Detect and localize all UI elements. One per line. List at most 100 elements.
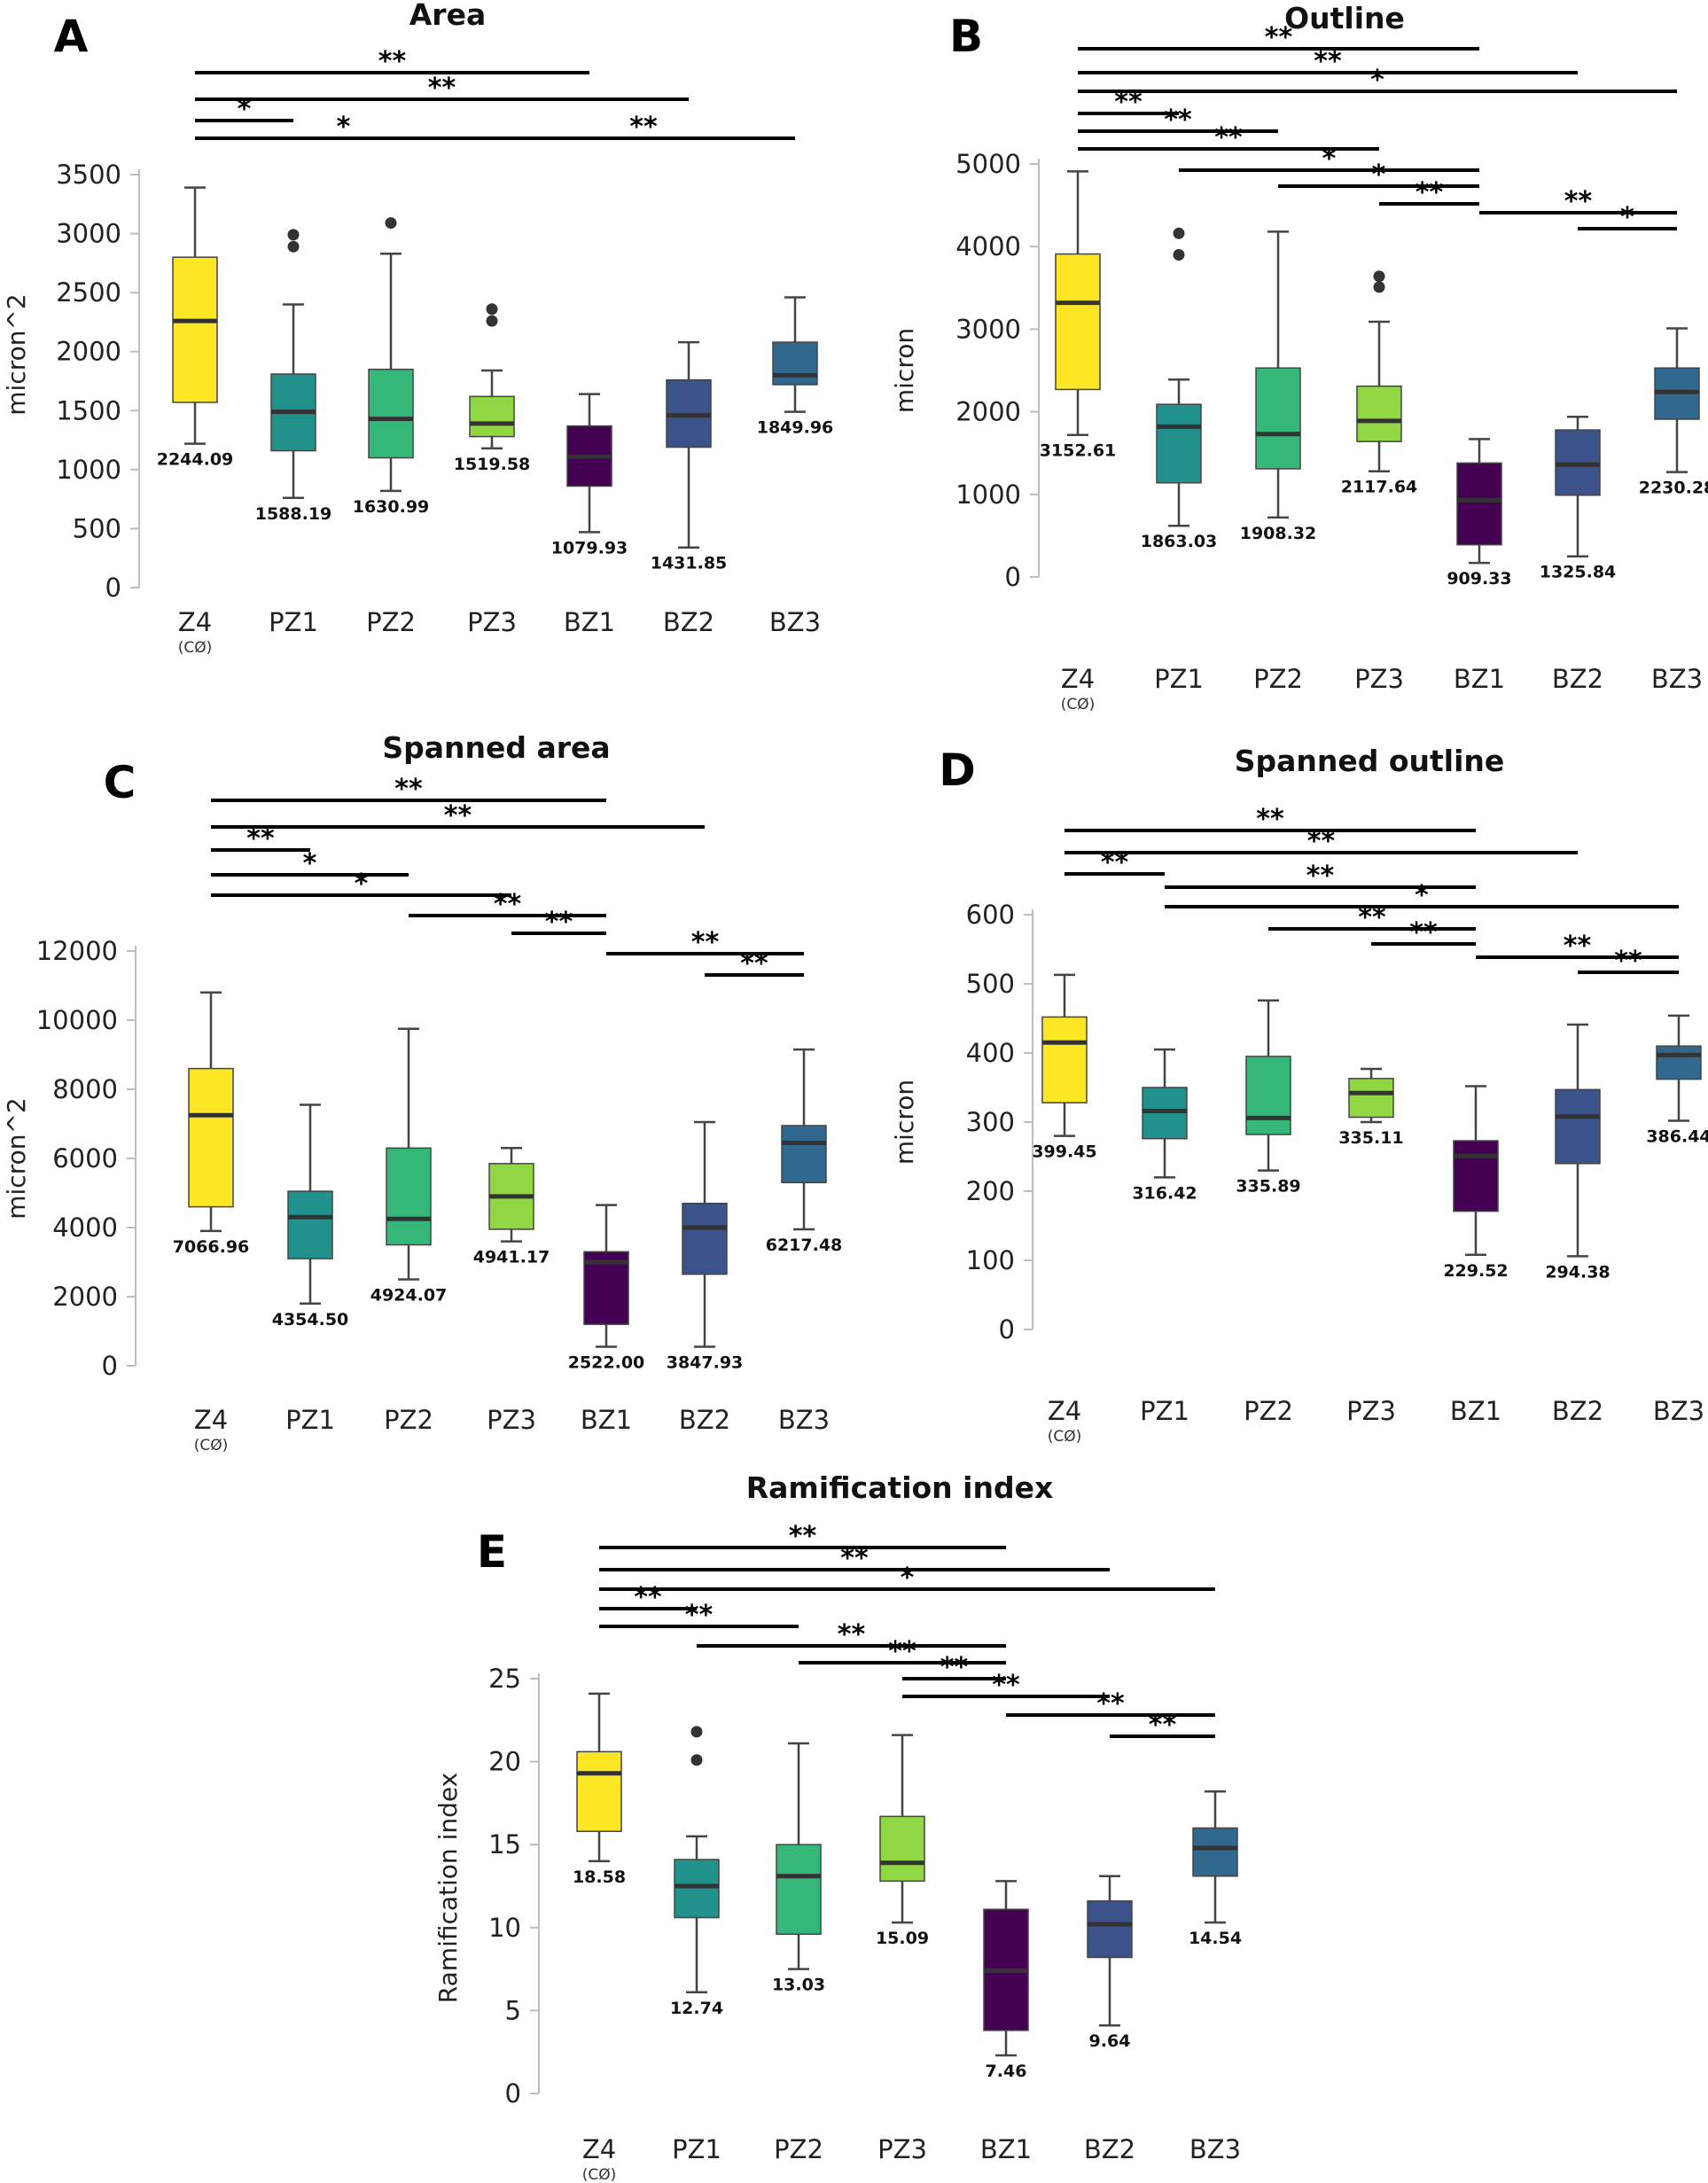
- outlier-point: [1173, 249, 1185, 261]
- box-pz1: 4354.50: [272, 1103, 348, 1329]
- significance-bar: *: [1078, 65, 1677, 96]
- x-tick-sublabel: (CØ): [1048, 1428, 1082, 1446]
- significance-bar: *: [195, 94, 293, 125]
- x-tick-label: PZ3: [1346, 1396, 1396, 1426]
- box-pz2: 4924.07: [370, 1027, 447, 1306]
- x-tick-label: PZ1: [285, 1405, 335, 1435]
- y-tick-label: 300: [966, 1107, 1015, 1137]
- box-z4: 18.58: [573, 1692, 626, 1887]
- iqr-box: [772, 341, 818, 386]
- mean-value-label: 9.64: [1089, 2031, 1131, 2051]
- y-tick-label: 0: [102, 1351, 118, 1381]
- significance-bar: **: [195, 73, 689, 104]
- x-tick-label: BZ2: [679, 1405, 730, 1435]
- y-tick-label: 5: [505, 1995, 521, 2025]
- significance-bar: **: [902, 1670, 1110, 1701]
- box-bz2: 1325.84: [1540, 415, 1616, 582]
- x-tick-label: Z4: [1048, 1396, 1081, 1426]
- significance-bar: *: [1578, 202, 1677, 233]
- significance-stars: **: [394, 774, 423, 805]
- y-tick-label: 25: [488, 1664, 521, 1694]
- mean-value-label: 2522.00: [568, 1353, 645, 1373]
- x-tick-label: BZ1: [581, 1405, 632, 1435]
- outlier-point: [690, 1726, 703, 1738]
- significance-stars: **: [1614, 946, 1642, 977]
- significance-stars: **: [634, 1582, 662, 1613]
- outlier-point: [1173, 227, 1185, 239]
- box-pz1: 1863.03: [1141, 227, 1217, 551]
- y-tick-label: 20: [488, 1747, 521, 1777]
- x-tick-label: PZ1: [1154, 664, 1204, 694]
- significance-stars: **: [1314, 46, 1342, 77]
- significance-stars: **: [1307, 826, 1336, 857]
- significance-stars: **: [691, 927, 720, 958]
- significance-bar: **: [1065, 826, 1578, 857]
- significance-bar: **: [1078, 22, 1479, 53]
- panel-letter: E: [477, 1526, 507, 1578]
- y-tick-label: 2000: [955, 397, 1021, 427]
- x-tick-label: BZ2: [1084, 2134, 1135, 2164]
- iqr-box: [776, 1844, 822, 1936]
- significance-bar: **: [599, 1582, 697, 1613]
- outlier-point: [486, 315, 498, 327]
- significance-stars: **: [629, 112, 658, 143]
- significance-stars: *: [1415, 880, 1429, 911]
- significance-bar: **: [211, 800, 705, 831]
- y-tick-label: 0: [105, 573, 121, 603]
- significance-bar: **: [211, 823, 310, 854]
- significance-stars: **: [1256, 804, 1284, 835]
- y-tick-label: 1500: [56, 395, 121, 425]
- mean-value-label: 1588.19: [255, 504, 332, 524]
- x-tick-label: Z4: [194, 1405, 228, 1435]
- y-tick-label: 6000: [52, 1143, 118, 1173]
- box-bz1: 909.33: [1447, 438, 1512, 589]
- iqr-box: [1055, 253, 1101, 391]
- box-bz1: 1079.93: [551, 393, 628, 557]
- significance-stars: *: [901, 1563, 915, 1594]
- mean-value-label: 229.52: [1443, 1261, 1508, 1281]
- outlier-point: [1373, 281, 1385, 293]
- y-tick-label: 500: [73, 513, 121, 543]
- mean-value-label: 6217.48: [766, 1236, 843, 1255]
- panel-letter: D: [939, 745, 976, 796]
- box-bz2: 1431.85: [651, 340, 727, 573]
- y-tick-label: 5000: [955, 149, 1021, 179]
- significance-stars: **: [685, 1600, 714, 1631]
- x-tick-label: PZ2: [774, 2134, 823, 2164]
- iqr-box: [576, 1750, 622, 1832]
- x-tick-label: BZ2: [663, 607, 714, 637]
- y-tick-label: 2500: [56, 277, 121, 308]
- x-tick-label: PZ3: [877, 2134, 927, 2164]
- x-tick-label: BZ2: [1552, 1396, 1603, 1426]
- significance-stars: **: [1564, 186, 1593, 217]
- significance-stars: **: [789, 1521, 817, 1552]
- iqr-box: [1087, 1900, 1133, 1959]
- iqr-box: [781, 1125, 827, 1184]
- iqr-box: [1041, 1016, 1088, 1103]
- y-tick-label: 0: [999, 1314, 1015, 1345]
- significance-stars: **: [1306, 861, 1335, 892]
- iqr-box: [1453, 1140, 1499, 1212]
- mean-value-label: 909.33: [1447, 569, 1511, 589]
- iqr-box: [287, 1190, 333, 1259]
- mean-value-label: 13.03: [772, 1976, 825, 1995]
- x-tick-label: BZ1: [980, 2134, 1032, 2164]
- mean-value-label: 335.89: [1236, 1177, 1300, 1197]
- y-tick-label: 2000: [56, 337, 121, 367]
- significance-bar: *: [195, 112, 492, 143]
- panel-letter: C: [104, 757, 136, 808]
- significance-bar: *: [1165, 880, 1679, 911]
- y-tick-label: 500: [966, 969, 1015, 999]
- x-tick-label: PZ2: [1253, 664, 1303, 694]
- box-z4: 399.45: [1032, 973, 1097, 1162]
- panel-b: B Outline micron 0 1000 2000 3000 4000 5000 Z4 (CØ…: [890, 1, 1708, 713]
- mean-value-label: 1908.32: [1240, 524, 1317, 543]
- x-tick-label: PZ3: [487, 1405, 536, 1435]
- significance-stars: **: [1409, 917, 1438, 948]
- significance-bar: **: [492, 112, 795, 143]
- significance-bar: **: [1578, 946, 1679, 977]
- significance-bar: **: [195, 46, 589, 77]
- significance-stars: **: [428, 73, 456, 104]
- mean-value-label: 14.54: [1189, 1929, 1242, 1948]
- box-bz1: 229.52: [1443, 1085, 1509, 1281]
